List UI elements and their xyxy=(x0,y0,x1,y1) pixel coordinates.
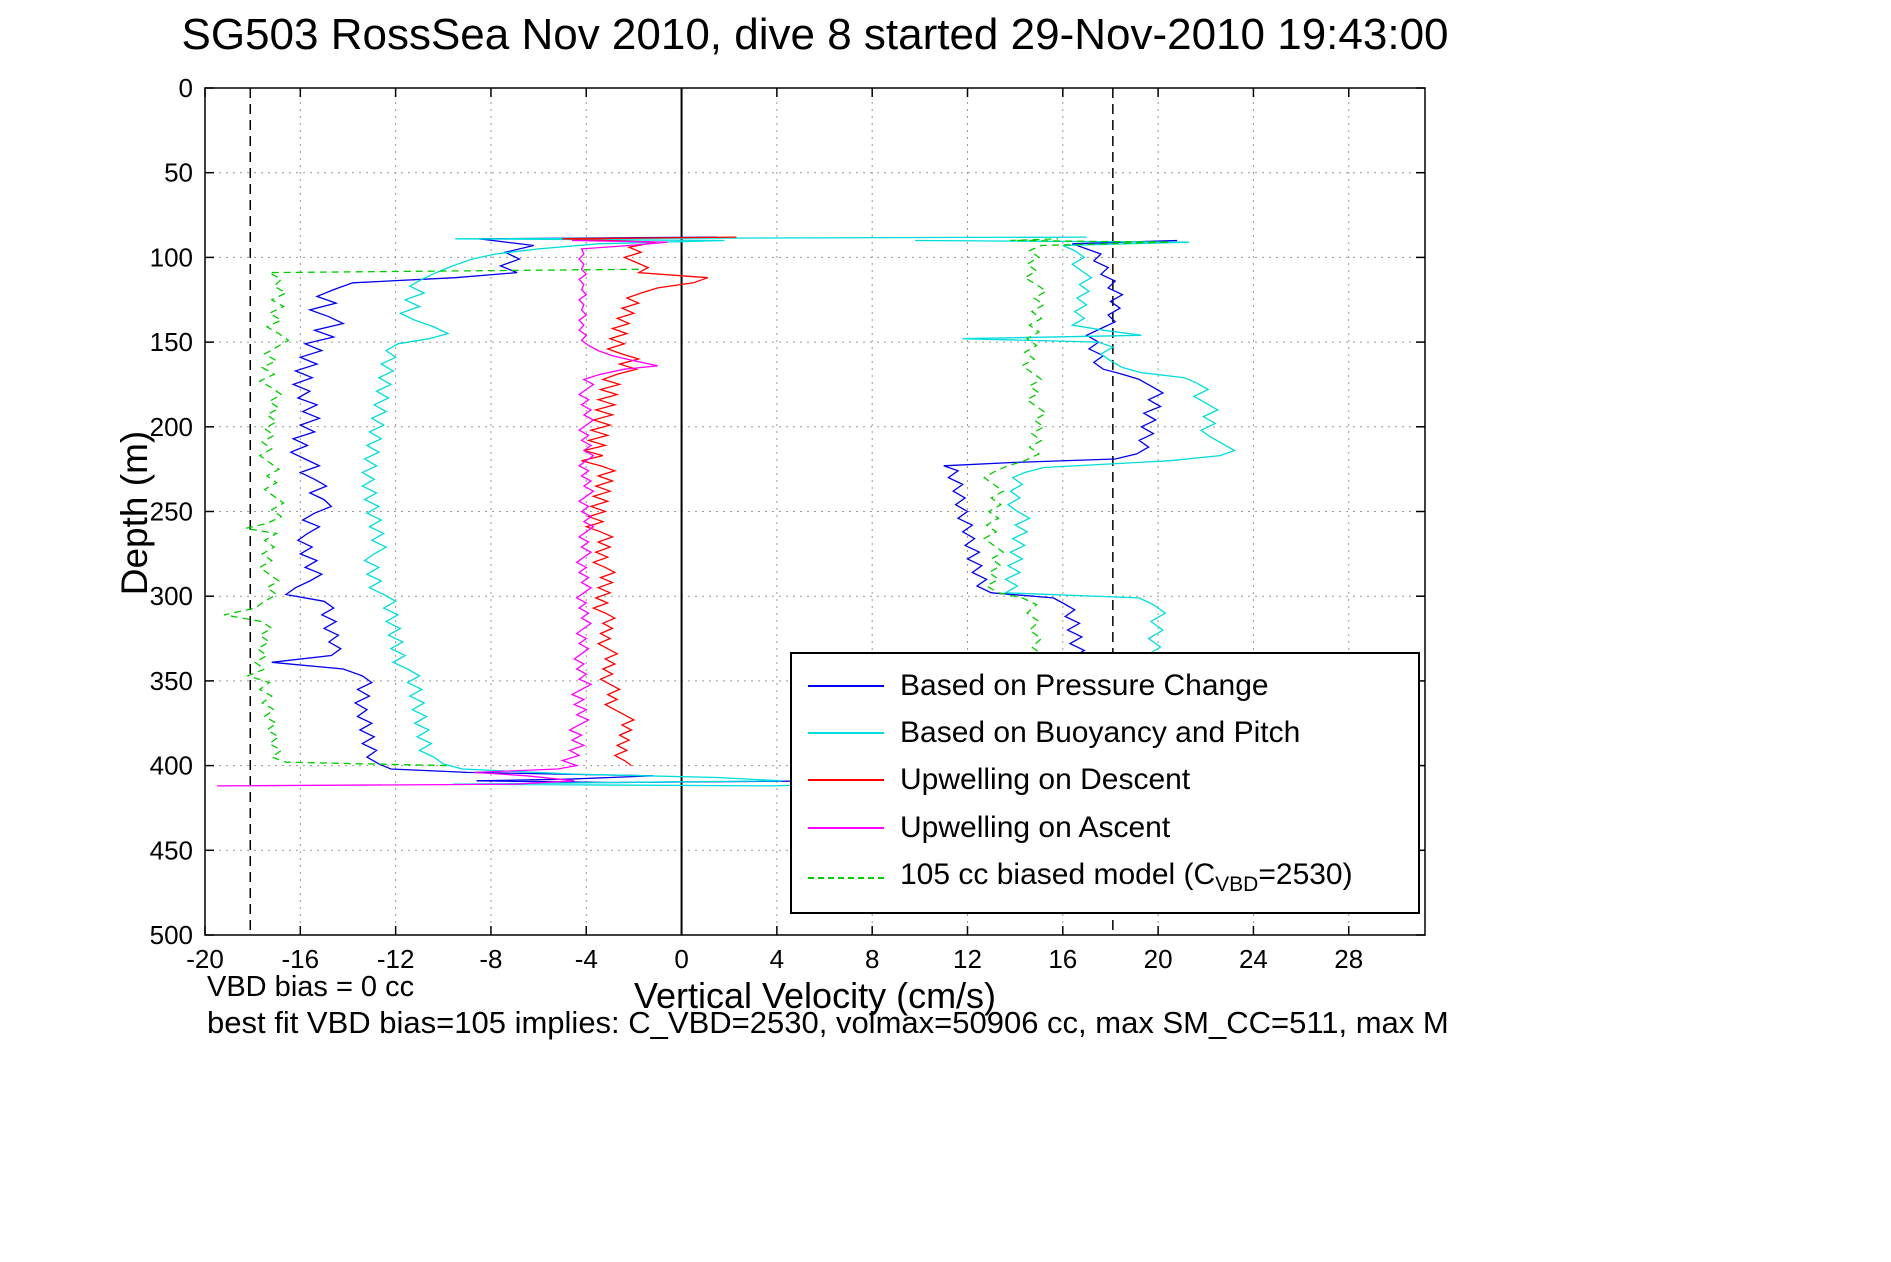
y-tick-label: 100 xyxy=(150,242,193,272)
legend-entry-buoyancy-pitch: Based on Buoyancy and Pitch xyxy=(808,716,1408,750)
x-tick-label: 8 xyxy=(865,944,879,974)
legend-label-subscript: VBD xyxy=(1215,873,1259,897)
series-line-1 xyxy=(360,236,1236,787)
x-tick-label: 28 xyxy=(1334,944,1363,974)
y-tick-label: 0 xyxy=(179,73,193,103)
legend-label: Upwelling on Ascent xyxy=(900,810,1171,844)
series-line-3 xyxy=(216,239,668,787)
legend-line-sample xyxy=(808,826,884,829)
series-line-2 xyxy=(562,236,737,767)
legend-entry-pressure-change: Based on Pressure Change xyxy=(808,669,1408,703)
y-tick-label: 150 xyxy=(150,327,193,357)
series-line-0 xyxy=(271,236,1178,784)
y-tick-label: 400 xyxy=(150,751,193,781)
x-tick-label: 12 xyxy=(953,944,982,974)
legend-line-sample xyxy=(808,732,884,735)
legend-line-sample xyxy=(808,779,884,782)
legend-entry-biased-model: 105 cc biased model (CVBD=2530) xyxy=(808,858,1408,897)
y-tick-label: 200 xyxy=(150,412,193,442)
y-tick-label: 50 xyxy=(164,158,193,188)
legend-entry-upwelling-ascent: Upwelling on Ascent xyxy=(808,811,1408,845)
x-tick-label: -4 xyxy=(575,944,598,974)
vbd-bias-annotation: VBD bias = 0 cc xyxy=(207,971,415,1003)
best-fit-annotation: best fit VBD bias=105 implies: C_VBD=253… xyxy=(207,1005,1449,1040)
legend-label: Based on Buoyancy and Pitch xyxy=(900,716,1301,750)
series-line-4 xyxy=(223,268,639,767)
x-tick-label: -16 xyxy=(282,944,320,974)
x-tick-label: 16 xyxy=(1048,944,1077,974)
y-tick-label: 350 xyxy=(150,666,193,696)
chart-title: SG503 RossSea Nov 2010, dive 8 started 2… xyxy=(181,10,1449,59)
legend-line-sample xyxy=(808,684,884,687)
legend-line-sample xyxy=(808,876,884,879)
y-tick-label: 300 xyxy=(150,581,193,611)
legend-label: Upwelling on Descent xyxy=(900,763,1191,797)
y-axis-label: Depth (m) xyxy=(114,430,155,596)
legend-label: Based on Pressure Change xyxy=(900,668,1269,702)
legend-entry-upwelling-descent: Upwelling on Descent xyxy=(808,763,1408,797)
x-tick-label: -8 xyxy=(479,944,502,974)
x-tick-label: -12 xyxy=(377,944,415,974)
x-tick-label: 24 xyxy=(1239,944,1268,974)
legend-label-suffix: =2530) xyxy=(1258,858,1353,892)
y-tick-label: 500 xyxy=(150,920,193,950)
x-tick-label: 4 xyxy=(770,944,784,974)
y-tick-label: 450 xyxy=(150,835,193,865)
legend: Based on Pressure Change Based on Buoyan… xyxy=(790,652,1420,914)
x-tick-label: 20 xyxy=(1144,944,1173,974)
x-axis-label: Vertical Velocity (cm/s) xyxy=(633,975,997,1016)
y-tick-label: 250 xyxy=(150,497,193,527)
x-tick-label: 0 xyxy=(674,944,688,974)
legend-label-prefix: 105 cc biased model (C xyxy=(900,858,1216,892)
legend-label: 105 cc biased model (CVBD=2530) xyxy=(900,858,1353,897)
x-tick-label: -20 xyxy=(186,944,224,974)
